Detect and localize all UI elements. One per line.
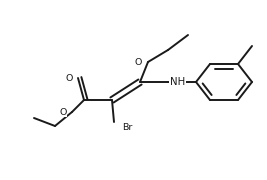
Text: O: O [135,57,142,66]
Text: O: O [60,107,67,116]
Text: NH: NH [170,77,185,87]
Text: O: O [66,73,73,82]
Text: Br: Br [122,123,132,132]
